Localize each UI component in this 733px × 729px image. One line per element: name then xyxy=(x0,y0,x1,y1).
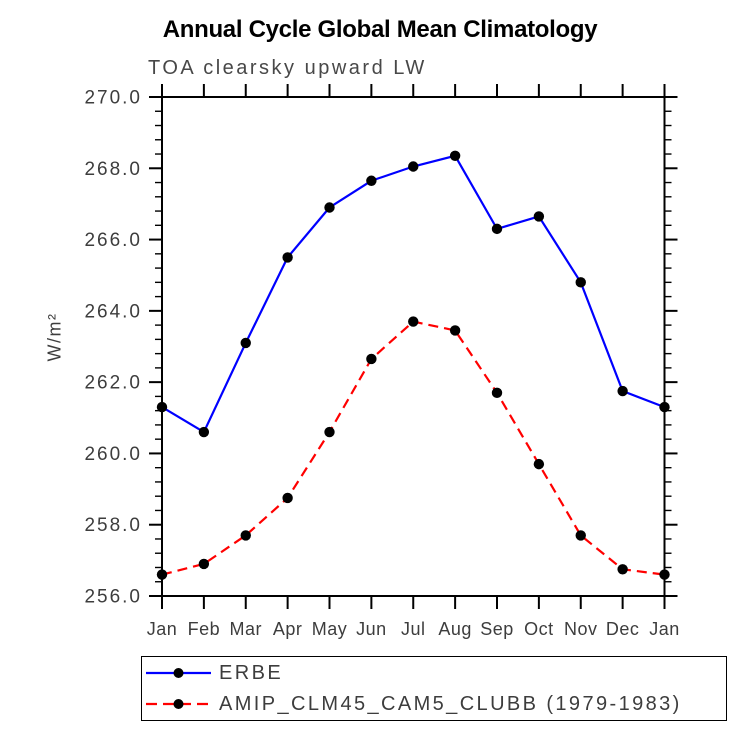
data-point xyxy=(491,387,503,399)
legend-label-amip: AMIP_CLM45_CAM5_CLUBB (1979-1983) xyxy=(219,692,682,715)
y-tick-label: 258.0 xyxy=(84,515,142,536)
plot-area: 256.0 258.0 260.0 262.0 264.0 266.0 268.0 270.0… xyxy=(84,84,680,639)
data-point xyxy=(491,223,503,235)
series-line-erbe xyxy=(161,154,665,434)
data-point xyxy=(282,492,293,504)
x-tick-label: Oct xyxy=(524,619,554,639)
data-point xyxy=(449,150,461,162)
y-tick-label: 270.0 xyxy=(84,88,142,109)
x-tick-label: Jun xyxy=(356,619,387,639)
data-point xyxy=(408,161,419,172)
data-point xyxy=(366,175,377,186)
data-point xyxy=(156,569,168,580)
y-tick-label: 268.0 xyxy=(84,159,142,180)
data-point xyxy=(198,558,210,570)
data-point xyxy=(240,530,251,541)
x-tick-label: May xyxy=(312,619,348,639)
legend-label-erbe: ERBE xyxy=(219,661,284,684)
legend-marker xyxy=(173,668,184,678)
data-point xyxy=(533,211,545,222)
x-tick-label: Apr xyxy=(273,619,303,639)
legend-line-sample-amip xyxy=(146,699,211,709)
legend-item-erbe: ERBE xyxy=(142,658,726,688)
x-tick-label: Dec xyxy=(606,619,640,639)
data-point xyxy=(282,252,293,263)
data-point xyxy=(198,426,210,438)
chart-subtitle: TOA clearsky upward LW xyxy=(148,57,427,79)
data-point xyxy=(617,385,628,397)
data-point xyxy=(617,564,628,575)
x-tick-label: Aug xyxy=(438,619,472,639)
y-tick-label: 266.0 xyxy=(84,230,142,251)
data-point xyxy=(575,530,586,541)
x-tick-label: Mar xyxy=(230,619,263,639)
data-point xyxy=(659,401,670,413)
data-point xyxy=(533,458,545,470)
legend-line-sample-erbe xyxy=(146,668,211,678)
data-point xyxy=(324,426,335,438)
data-point xyxy=(575,277,586,288)
x-tick-label: Jul xyxy=(401,619,426,639)
data-point xyxy=(240,337,251,349)
legend: ERBE AMIP_CLM45_CAM5_CLUBB (1979-1983) xyxy=(141,656,727,721)
x-tick-label: Jan xyxy=(147,619,178,639)
legend-item-amip: AMIP_CLM45_CAM5_CLUBB (1979-1983) xyxy=(142,689,726,719)
y-tick-label: 264.0 xyxy=(84,301,142,322)
data-point xyxy=(449,325,461,336)
data-point xyxy=(659,569,670,580)
y-tick-label: 260.0 xyxy=(84,444,142,465)
data-point xyxy=(366,353,377,365)
data-point xyxy=(156,401,168,413)
y-tick-label: 256.0 xyxy=(84,587,142,608)
legend-marker xyxy=(173,699,184,709)
x-tick-label: Jan xyxy=(649,619,680,639)
chart-title: Annual Cycle Global Mean Climatology xyxy=(162,16,598,43)
data-point xyxy=(324,202,335,213)
x-tick-label: Sep xyxy=(480,619,514,639)
data-point xyxy=(408,316,419,327)
y-tick-label: 262.0 xyxy=(84,373,142,394)
x-tick-label: Feb xyxy=(188,619,221,639)
x-tick-label: Nov xyxy=(564,619,598,639)
